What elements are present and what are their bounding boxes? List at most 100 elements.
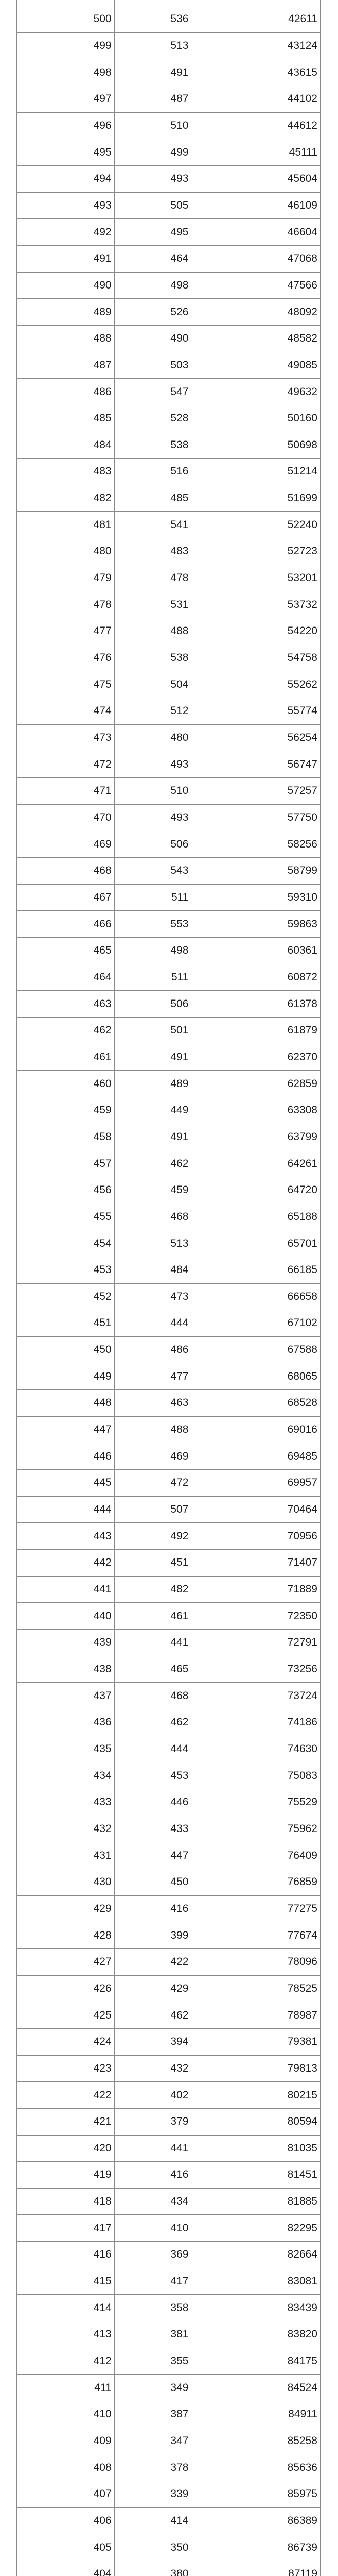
cumulative-cell: 42611 — [191, 6, 321, 32]
cumulative-cell: 84175 — [191, 2348, 321, 2375]
score-cell: 421 — [17, 2108, 115, 2135]
score-cell: 487 — [17, 352, 115, 379]
table-row: 407 339 85975 — [16, 2481, 321, 2508]
score-cell: 499 — [17, 32, 115, 59]
table-row: 425 462 78987 — [16, 2002, 321, 2029]
count-cell: 463 — [115, 1390, 192, 1416]
count-cell: 504 — [115, 671, 192, 698]
table-row: 484 538 50698 — [16, 432, 321, 459]
score-cell: 420 — [17, 2135, 115, 2162]
score-cell: 431 — [17, 1842, 115, 1869]
score-cell: 456 — [17, 1177, 115, 1204]
count-cell: 433 — [115, 1816, 192, 1842]
table-row: 462 501 61879 — [16, 1017, 321, 1044]
cumulative-cell: 46604 — [191, 219, 321, 245]
cumulative-cell: 77275 — [191, 1895, 321, 1922]
count-cell: 387 — [115, 2401, 192, 2428]
cumulative-cell: 71889 — [191, 1576, 321, 1603]
table-row: 463 506 61378 — [16, 991, 321, 1018]
score-cell: 486 — [17, 379, 115, 405]
count-cell: 451 — [115, 1550, 192, 1576]
count-cell: 536 — [115, 6, 192, 32]
cumulative-cell: 58799 — [191, 858, 321, 884]
count-cell: 503 — [115, 352, 192, 379]
count-cell: 469 — [115, 1443, 192, 1470]
cumulative-cell: 79813 — [191, 2055, 321, 2082]
score-cell: 483 — [17, 459, 115, 485]
score-cell: 459 — [17, 1097, 115, 1124]
cumulative-cell: 81035 — [191, 2135, 321, 2162]
count-cell: 444 — [115, 1310, 192, 1336]
cumulative-cell: 83081 — [191, 2268, 321, 2295]
table-row: 492 495 46604 — [16, 219, 321, 246]
table-row: 420 441 81035 — [16, 2135, 321, 2162]
count-cell: 498 — [115, 937, 192, 964]
count-cell: 349 — [115, 2375, 192, 2401]
cumulative-cell: 52723 — [191, 538, 321, 565]
count-cell: 499 — [115, 139, 192, 165]
count-cell: 543 — [115, 858, 192, 884]
count-cell: 541 — [115, 512, 192, 538]
table-row: 448 463 68528 — [16, 1390, 321, 1417]
count-cell — [115, 0, 192, 6]
cumulative-cell: 68528 — [191, 1390, 321, 1416]
score-cell: 416 — [17, 2242, 115, 2268]
cumulative-cell: 72350 — [191, 1603, 321, 1630]
cumulative-cell: 79381 — [191, 2028, 321, 2055]
score-cell: 451 — [17, 1310, 115, 1336]
table-row: 437 468 73724 — [16, 1683, 321, 1709]
cumulative-cell: 54758 — [191, 645, 321, 671]
score-cell: 438 — [17, 1656, 115, 1683]
cumulative-cell: 82295 — [191, 2215, 321, 2242]
table-row: 490 498 47566 — [16, 272, 321, 299]
cumulative-cell: 45111 — [191, 139, 321, 165]
table-row: 435 444 74630 — [16, 1736, 321, 1763]
score-cell: 462 — [17, 1017, 115, 1044]
score-cell: 433 — [17, 1789, 115, 1816]
count-cell: 492 — [115, 1523, 192, 1550]
count-cell: 468 — [115, 1204, 192, 1230]
count-cell: 399 — [115, 1922, 192, 1948]
cumulative-cell: 67588 — [191, 1336, 321, 1363]
count-cell: 462 — [115, 1709, 192, 1736]
table-row: 419 416 81451 — [16, 2162, 321, 2189]
cumulative-cell: 49085 — [191, 352, 321, 379]
score-cell: 496 — [17, 112, 115, 139]
cumulative-cell: 87119 — [191, 2561, 321, 2576]
cumulative-cell: 57750 — [191, 804, 321, 831]
score-cell: 414 — [17, 2295, 115, 2321]
table-row: 489 526 48092 — [16, 299, 321, 326]
score-cell: 492 — [17, 219, 115, 245]
count-cell: 482 — [115, 1576, 192, 1603]
score-cell: 428 — [17, 1922, 115, 1948]
score-cell: 409 — [17, 2428, 115, 2454]
score-cell — [17, 0, 115, 6]
count-cell: 464 — [115, 245, 192, 272]
score-cell: 480 — [17, 538, 115, 565]
table-row: 461 491 62370 — [16, 1044, 321, 1071]
count-cell: 473 — [115, 1283, 192, 1310]
table-row: 421 379 80594 — [16, 2108, 321, 2136]
score-cell: 429 — [17, 1895, 115, 1922]
score-cell: 461 — [17, 1044, 115, 1071]
table-row: 429 416 77275 — [16, 1895, 321, 1923]
cumulative-cell: 53732 — [191, 591, 321, 618]
table-row: 498 491 43615 — [16, 59, 321, 86]
count-cell: 434 — [115, 2188, 192, 2215]
table-row: 483 516 51214 — [16, 459, 321, 485]
table-row: 473 480 56254 — [16, 724, 321, 752]
table-row: 431 447 76409 — [16, 1842, 321, 1869]
score-cell: 427 — [17, 1948, 115, 1975]
score-cell: 452 — [17, 1283, 115, 1310]
table-row: 445 472 69957 — [16, 1470, 321, 1497]
score-cell: 424 — [17, 2028, 115, 2055]
score-cell: 481 — [17, 512, 115, 538]
table-row: 500 536 42611 — [16, 6, 321, 33]
table-row: 497 487 44102 — [16, 86, 321, 113]
cumulative-cell: 59310 — [191, 884, 321, 911]
count-cell: 553 — [115, 911, 192, 937]
score-cell: 405 — [17, 2534, 115, 2561]
count-cell: 379 — [115, 2108, 192, 2135]
count-cell: 511 — [115, 884, 192, 911]
